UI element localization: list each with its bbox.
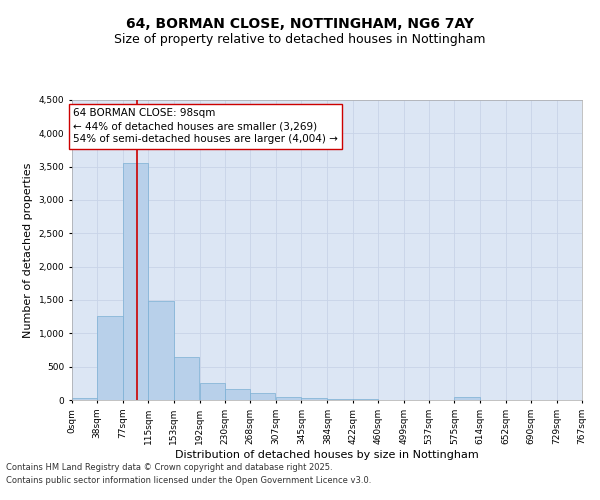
Text: 64 BORMAN CLOSE: 98sqm
← 44% of detached houses are smaller (3,269)
54% of semi-: 64 BORMAN CLOSE: 98sqm ← 44% of detached…: [73, 108, 338, 144]
Bar: [250, 394, 275, 400]
Bar: [301, 398, 326, 400]
Bar: [72, 398, 97, 400]
Bar: [174, 356, 199, 400]
Bar: [328, 399, 353, 400]
Text: Contains public sector information licensed under the Open Government Licence v3: Contains public sector information licen…: [6, 476, 371, 485]
X-axis label: Distribution of detached houses by size in Nottingham: Distribution of detached houses by size …: [175, 450, 479, 460]
Bar: [225, 388, 250, 400]
Y-axis label: Number of detached properties: Number of detached properties: [23, 162, 33, 338]
Text: Contains HM Land Registry data © Crown copyright and database right 2025.: Contains HM Land Registry data © Crown c…: [6, 464, 332, 472]
Bar: [123, 162, 148, 400]
Bar: [148, 300, 174, 400]
Text: Size of property relative to detached houses in Nottingham: Size of property relative to detached ho…: [114, 32, 486, 46]
Bar: [97, 316, 122, 400]
Bar: [276, 396, 301, 400]
Bar: [454, 398, 479, 400]
Bar: [200, 382, 225, 400]
Text: 64, BORMAN CLOSE, NOTTINGHAM, NG6 7AY: 64, BORMAN CLOSE, NOTTINGHAM, NG6 7AY: [126, 18, 474, 32]
